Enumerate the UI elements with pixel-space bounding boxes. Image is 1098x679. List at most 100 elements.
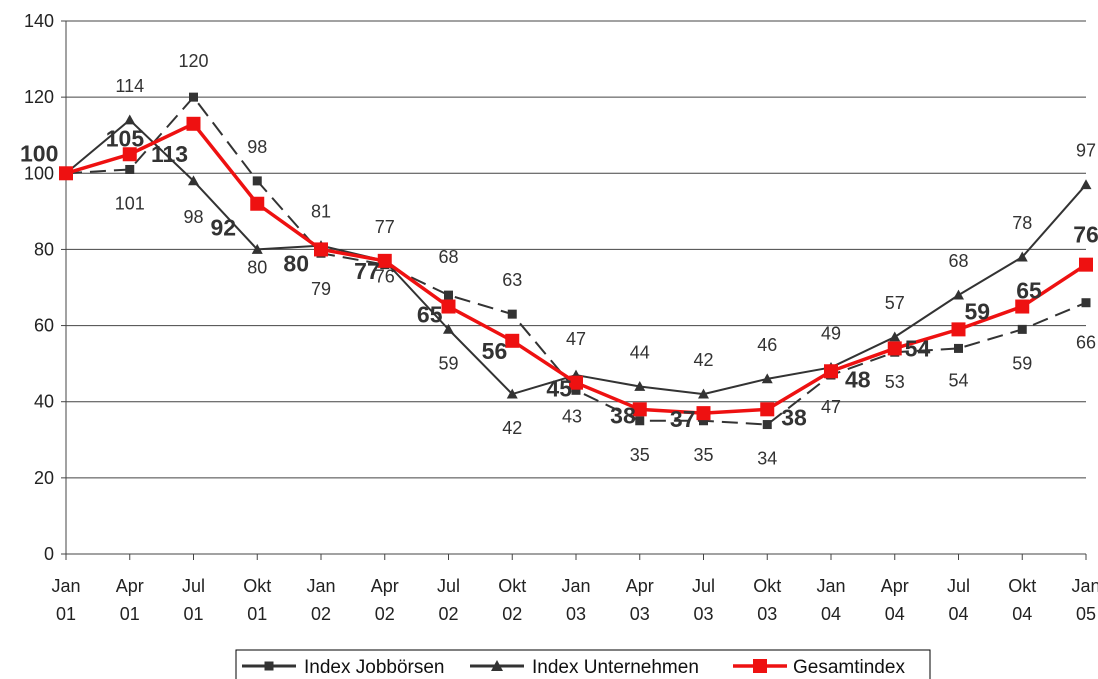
legend-box: [235, 649, 931, 679]
series-group: [59, 92, 1093, 430]
data-label: 53: [885, 372, 905, 392]
data-label: 47: [821, 397, 841, 417]
series-line: [65, 118, 1087, 396]
data-point-square: [824, 364, 838, 379]
data-label: 66: [1076, 333, 1096, 353]
data-point-square: [250, 196, 265, 211]
data-point-square: [699, 416, 708, 426]
x-tick-label-month: Jul: [692, 576, 715, 596]
data-label: 47: [566, 329, 586, 349]
data-label: 42: [693, 350, 713, 370]
data-label: 79: [311, 279, 331, 299]
x-tick-label-year: 04: [948, 604, 968, 624]
y-tick-label: 100: [24, 163, 54, 183]
data-label: 97: [1076, 141, 1096, 161]
data-label: 80: [247, 257, 267, 277]
data-point-square: [1079, 257, 1093, 272]
data-label: 68: [438, 247, 458, 267]
data-point-square: [59, 166, 73, 181]
data-label: 80: [283, 250, 309, 276]
x-tick-label-month: Apr: [116, 576, 144, 596]
x-tick-label-month: Jan: [816, 576, 845, 596]
data-label: 81: [311, 202, 331, 222]
data-label: 63: [502, 270, 522, 290]
data-point-square: [186, 116, 201, 131]
data-point-square: [314, 242, 328, 257]
data-point-square: [635, 416, 645, 426]
y-tick-label: 40: [34, 392, 54, 412]
x-tick-label-month: Okt: [753, 576, 781, 596]
data-label: 105: [106, 125, 145, 151]
data-point-triangle: [953, 289, 964, 300]
x-tick-label-month: Apr: [371, 576, 399, 596]
data-label: 44: [630, 342, 650, 362]
x-axis: Jan 01 Apr 01 Jul 01 Okt 01 Jan 02 Apr 02 Jul 02 Okt 02…: [51, 553, 1098, 624]
data-point-triangle: [634, 380, 646, 391]
x-tick-label-year: 02: [438, 604, 458, 624]
data-label: 49: [821, 323, 841, 343]
x-tick-label-year: 01: [183, 604, 203, 624]
y-axis: 0 20 40 60 80 100 120 140: [24, 11, 67, 564]
x-tick-label-year: 04: [821, 604, 841, 624]
x-tick-label-month: Okt: [498, 576, 526, 596]
x-tick-label-month: Apr: [881, 576, 909, 596]
data-label: 42: [502, 418, 522, 438]
data-label: 43: [562, 406, 582, 426]
data-point-square: [125, 164, 135, 174]
x-tick-label-month: Apr: [626, 576, 654, 596]
data-label: 34: [757, 449, 777, 469]
x-tick-label-month: Jan: [1071, 576, 1098, 596]
data-point-square: [1017, 324, 1027, 334]
data-point-square: [507, 309, 517, 319]
legend-marker-square: [753, 659, 767, 673]
data-label: 101: [115, 193, 145, 213]
x-tick-label-month: Okt: [243, 576, 271, 596]
data-label: 98: [247, 137, 267, 157]
data-point-square: [696, 406, 711, 421]
data-point-triangle: [443, 323, 454, 334]
data-point-square: [632, 402, 647, 417]
data-point-square: [762, 420, 772, 430]
data-label: 38: [610, 402, 636, 428]
legend-label: Index Unternehmen: [532, 657, 699, 678]
data-point-square: [951, 322, 966, 337]
x-tick-label-month: Jul: [947, 576, 970, 596]
data-label: 100: [20, 140, 58, 166]
data-point-square: [1081, 298, 1091, 308]
legend-marker-square: [264, 661, 274, 671]
x-tick-label-year: 02: [502, 604, 522, 624]
x-tick-label-year: 01: [247, 604, 267, 624]
x-tick-label-year: 04: [885, 604, 905, 624]
data-label: 77: [375, 217, 395, 237]
data-label: 54: [905, 335, 931, 361]
data-point-triangle: [188, 175, 199, 186]
x-tick-label-year: 04: [1012, 604, 1032, 624]
legend-marker-triangle: [491, 660, 503, 671]
data-point-square: [1015, 299, 1030, 314]
data-label: 76: [1073, 222, 1098, 248]
x-tick-label-month: Jan: [306, 576, 335, 596]
x-tick-label-month: Jan: [561, 576, 590, 596]
data-label: 120: [178, 51, 208, 71]
data-label: 59: [438, 353, 458, 373]
legend: Index Jobbörsen Index Unternehmen Gesamtin…: [235, 649, 931, 679]
x-tick-label-year: 03: [630, 604, 650, 624]
x-tick-label-year: 05: [1076, 604, 1096, 624]
x-tick-label-year: 01: [56, 604, 76, 624]
data-label: 77: [354, 258, 380, 284]
data-point-square: [444, 290, 453, 300]
grid-lines: [66, 20, 1086, 479]
data-label: 59: [1012, 353, 1032, 373]
y-tick-label: 20: [34, 468, 54, 488]
data-label: 38: [781, 404, 807, 430]
data-label: 59: [965, 298, 991, 324]
data-label: 65: [1016, 278, 1042, 304]
y-tick-label: 140: [24, 11, 54, 31]
data-point-triangle: [506, 388, 518, 399]
data-label: 98: [183, 207, 203, 227]
data-point-triangle: [698, 388, 709, 399]
data-point-square: [569, 375, 583, 390]
data-label: 56: [482, 338, 508, 364]
data-label: 54: [948, 370, 968, 390]
